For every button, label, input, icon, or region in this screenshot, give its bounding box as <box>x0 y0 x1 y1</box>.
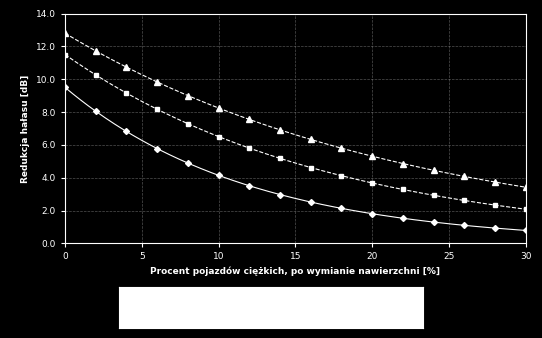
Y-axis label: Redukcja hałasu [dB]: Redukcja hałasu [dB] <box>21 74 30 183</box>
X-axis label: Procent pojazdów ciężkich, po wymianie nawierzchni [%]: Procent pojazdów ciężkich, po wymianie n… <box>150 267 441 276</box>
